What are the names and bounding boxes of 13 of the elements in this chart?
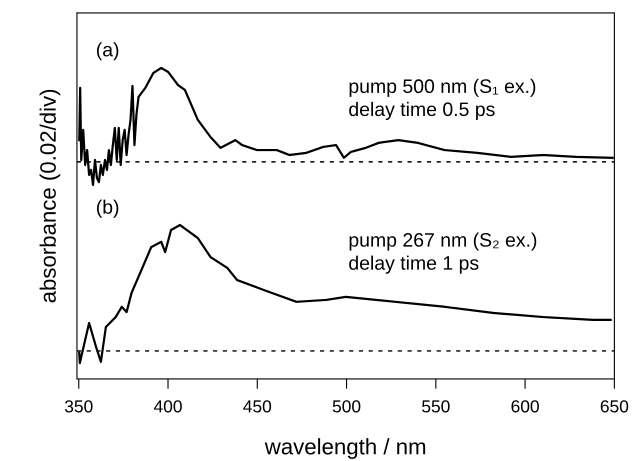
y-axis-title: absorbance (0.02/div)	[40, 90, 60, 302]
x-tick-label: 350	[64, 400, 93, 413]
x-tick-label: 450	[243, 400, 272, 413]
x-tick-label: 400	[154, 400, 182, 413]
x-tick-label: 500	[332, 400, 360, 413]
x-tick-label: 600	[512, 400, 539, 413]
x-tick-label: 550	[422, 400, 450, 413]
annotation: (b)	[96, 200, 118, 218]
x-tick-label: 650	[600, 400, 628, 413]
annotation: pump 267 nm (S₂ ex.) delay time 1 ps	[349, 232, 536, 274]
text: (a)	[96, 42, 118, 60]
annotation: pump 500 nm (S₁ ex.) delay time 0.5 ps	[349, 78, 536, 120]
x-axis-title: wavelength / nm	[264, 438, 426, 459]
